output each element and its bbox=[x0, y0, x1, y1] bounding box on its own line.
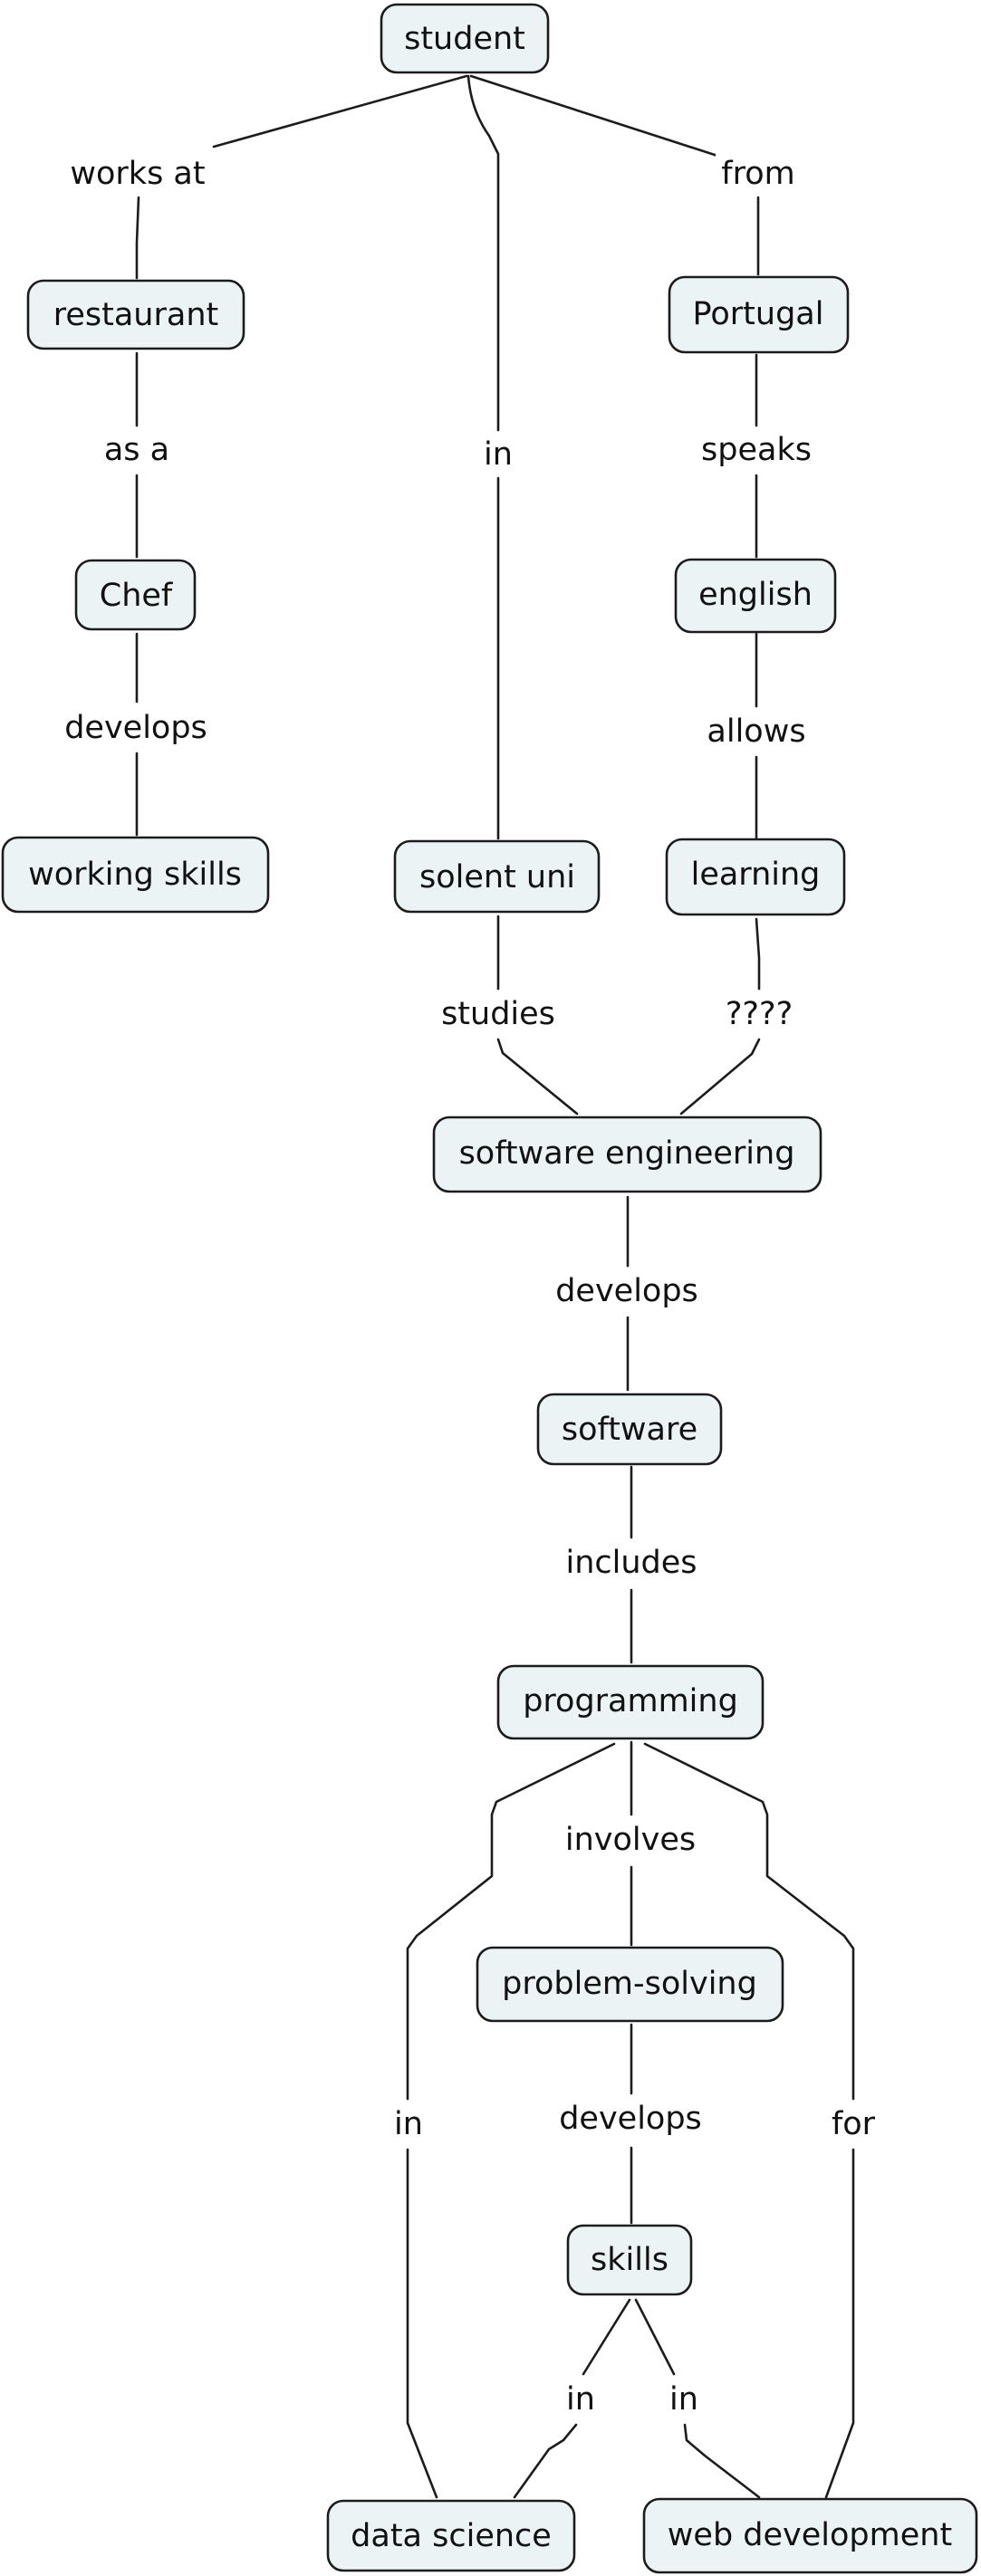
link-labels: works at from in as a speaks develops al… bbox=[58, 152, 886, 2421]
node-skills-label: skills bbox=[591, 2242, 668, 2278]
node-learning-label: learning bbox=[691, 857, 821, 893]
link-label-in-skills-ds: in bbox=[566, 2381, 595, 2418]
node-software-label: software bbox=[562, 1412, 697, 1448]
node-chef-label: Chef bbox=[100, 578, 173, 614]
node-software-engineering-label: software engineering bbox=[459, 1135, 795, 1172]
node-problem-solving-label: problem-solving bbox=[502, 1966, 757, 2002]
link-label-develops-software: develops bbox=[555, 1273, 698, 1309]
edge-works-at-restaurant bbox=[135, 196, 140, 280]
link-label-in-skills-web: in bbox=[669, 2381, 698, 2418]
link-label-involves: involves bbox=[565, 1822, 696, 1858]
node-english[interactable]: english bbox=[674, 558, 837, 634]
edge-programming-for bbox=[643, 1742, 855, 2101]
link-label-as-a: as a bbox=[104, 432, 169, 468]
edge-student-in bbox=[466, 74, 500, 432]
edge-skills-in-ds bbox=[582, 2298, 631, 2376]
node-working-skills-label: working skills bbox=[28, 857, 242, 893]
node-solent-uni[interactable]: solent uni bbox=[393, 839, 601, 914]
edge-studies-se bbox=[496, 1038, 579, 1116]
edges bbox=[135, 74, 855, 2499]
edge-for-web bbox=[824, 2148, 855, 2499]
link-label-allows: allows bbox=[707, 713, 805, 750]
link-label-speaks: speaks bbox=[701, 432, 812, 468]
node-programming[interactable]: programming bbox=[496, 1664, 765, 1740]
link-label-develops-problem: develops bbox=[559, 2101, 702, 2137]
node-restaurant[interactable]: restaurant bbox=[26, 279, 245, 350]
node-student[interactable]: student bbox=[380, 3, 550, 74]
link-label-studies: studies bbox=[441, 996, 555, 1032]
link-label-works-at: works at bbox=[70, 156, 205, 192]
node-portugal[interactable]: Portugal bbox=[668, 275, 850, 354]
edge-programming-in bbox=[406, 1742, 616, 2101]
node-chef[interactable]: Chef bbox=[74, 559, 197, 631]
link-label-from: from bbox=[721, 156, 794, 192]
link-label-for: for bbox=[832, 2106, 876, 2142]
node-software[interactable]: software bbox=[536, 1393, 723, 1466]
link-label-includes: includes bbox=[565, 1545, 697, 1581]
nodes: student restaurant Portugal Chef english… bbox=[1, 3, 978, 2574]
node-student-label: student bbox=[404, 21, 525, 57]
node-restaurant-label: restaurant bbox=[53, 297, 219, 333]
edge-in-data-science bbox=[406, 2148, 438, 2499]
edge-skills-in-web bbox=[634, 2298, 676, 2376]
node-working-skills[interactable]: working skills bbox=[1, 836, 270, 914]
edge-in-web-node bbox=[683, 2423, 761, 2499]
edge-student-from bbox=[469, 74, 719, 158]
node-learning[interactable]: learning bbox=[665, 838, 846, 916]
link-label-develops-chef: develops bbox=[64, 710, 207, 746]
link-label-in: in bbox=[484, 436, 513, 473]
edge-learning-unknown bbox=[755, 917, 761, 991]
node-solent-uni-label: solent uni bbox=[419, 859, 575, 895]
link-label-in-data-science: in bbox=[394, 2106, 423, 2142]
edge-student-works-at bbox=[212, 74, 468, 148]
node-portugal-label: Portugal bbox=[693, 296, 824, 332]
node-web-development-label: web development bbox=[668, 2517, 952, 2553]
link-label-unknown: ???? bbox=[726, 996, 793, 1032]
node-data-science-label: data science bbox=[351, 2518, 552, 2554]
edge-unknown-se bbox=[679, 1038, 761, 1116]
node-english-label: english bbox=[698, 577, 813, 613]
node-skills[interactable]: skills bbox=[566, 2224, 693, 2296]
node-web-development[interactable]: web development bbox=[642, 2497, 978, 2574]
node-programming-label: programming bbox=[523, 1683, 738, 1719]
edge-in-ds-node bbox=[513, 2423, 578, 2499]
node-data-science[interactable]: data science bbox=[326, 2499, 576, 2572]
node-problem-solving[interactable]: problem-solving bbox=[476, 1946, 784, 2023]
node-software-engineering[interactable]: software engineering bbox=[432, 1116, 822, 1193]
